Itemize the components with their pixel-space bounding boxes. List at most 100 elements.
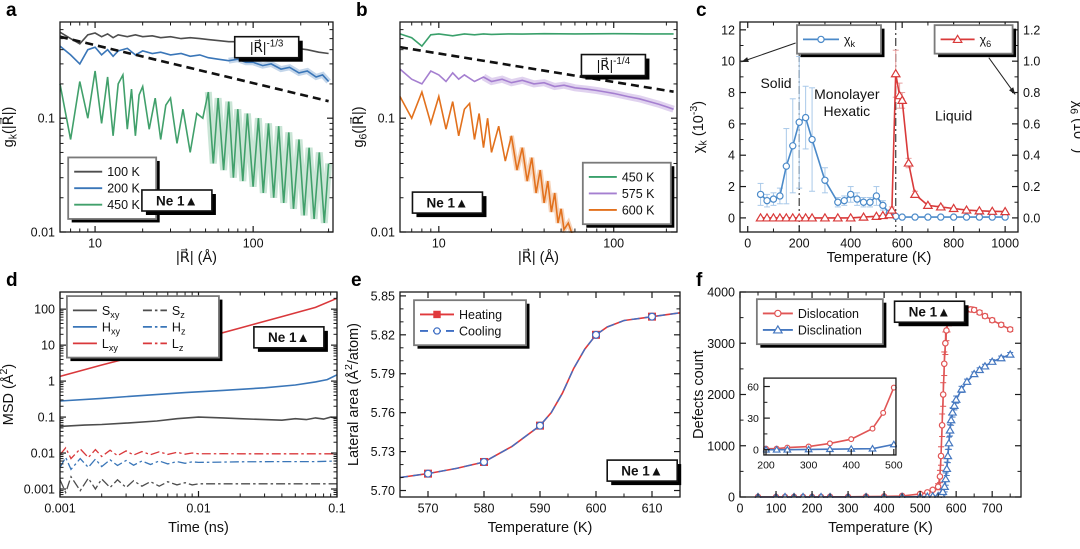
panel-c-letter: c [696,0,707,21]
svg-text:400: 400 [874,502,895,516]
svg-text:2: 2 [728,180,735,194]
panel-b: b 10 100 0.01 0.1 |R⃗| (Å) g6(|R⃗|) 450 K 575 K… [348,0,690,270]
svg-text:500: 500 [885,459,903,471]
svg-text:0.001: 0.001 [24,483,55,497]
svg-text:0: 0 [728,491,735,505]
svg-text:Monolayer: Monolayer [814,86,880,102]
svg-text:5.82: 5.82 [371,328,395,342]
svg-text:1: 1 [48,375,55,389]
svg-text:570: 570 [418,502,439,516]
svg-text:610: 610 [642,502,663,516]
panel-d-chart-canvas: 0.001 0.01 0.1 0.001 0.01 0.1 1 10 100 Time (ns) M… [0,270,358,549]
svg-text:1000: 1000 [991,237,1019,251]
svg-text:600: 600 [892,237,913,251]
svg-text:600: 600 [946,502,967,516]
panel-c-chart-canvas: 0 200 400 600 800 1000 0 2 4 6 8 10 12 0.0 0.2 0.4 0.6 0.… [688,0,1080,270]
svg-text:5.73: 5.73 [371,445,395,459]
svg-text:3000: 3000 [707,337,735,351]
panel-e-chart-canvas: 570 580 590 600 610 5.70 5.73 5.76 5.79 5.82 5.85 T… [343,270,690,549]
svg-text:10: 10 [721,55,735,69]
chart-panel-d: 0.001 0.01 0.1 0.001 0.01 0.1 1 10 100 Time (ns) M… [0,291,346,536]
svg-text:6: 6 [728,117,735,131]
panel-a: a 10 100 0.01 0.1 |R⃗| (Å) gk(|R⃗|) 100 K 200 K… [0,0,358,270]
svg-text:Dislocation: Dislocation [798,307,859,321]
svg-text:0.01: 0.01 [371,226,395,240]
svg-text:1.0: 1.0 [1023,55,1040,69]
svg-text:5.85: 5.85 [371,289,395,303]
svg-text:700: 700 [982,502,1003,516]
svg-text:|R⃗| (Å): |R⃗| (Å) [518,247,559,266]
panel-f: f 0 100 200 300 400 500 600 700 0 1000 2000 3000 400… [690,270,1080,549]
panel-d-letter: d [6,270,18,291]
panel-e-letter: e [351,270,362,291]
panel-c: c 0 200 400 600 800 1000 0 2 4 6 8 10 12 0.0 0.2 0.4 0.6… [688,0,1080,270]
svg-text:χ6 (10-4): χ6 (10-4) [1068,101,1080,154]
svg-text:0: 0 [744,237,751,251]
svg-text:0.1: 0.1 [328,502,345,516]
svg-text:Ne 1▲: Ne 1▲ [268,330,310,345]
svg-text:100: 100 [766,502,787,516]
svg-text:0.01: 0.01 [31,226,55,240]
svg-text:10: 10 [41,339,55,353]
svg-text:Time (ns): Time (ns) [168,520,229,536]
panel-d: d 0.001 0.01 0.1 0.001 0.01 0.1 1 10 100 Time (ns… [0,270,358,549]
svg-text:Hxy: Hxy [102,320,121,336]
svg-text:5.70: 5.70 [371,484,395,498]
svg-text:0.1: 0.1 [38,411,55,425]
svg-text:12: 12 [721,23,735,37]
svg-text:χk: χk [844,33,856,49]
svg-text:0.2: 0.2 [1023,180,1040,194]
svg-text:0.001: 0.001 [44,502,75,516]
svg-text:g6(|R⃗|): g6(|R⃗|) [350,106,369,147]
svg-text:|R⃗|-1/3: |R⃗|-1/3 [250,38,284,55]
svg-text:1000: 1000 [707,439,735,453]
svg-text:4000: 4000 [707,286,735,300]
svg-text:590: 590 [530,502,551,516]
svg-text:200: 200 [802,502,823,516]
chart-panel-e: 570 580 590 600 610 5.70 5.73 5.76 5.79 5.82 5.85 T… [343,289,682,536]
svg-text:200 K: 200 K [107,182,140,196]
svg-text:Sxy: Sxy [102,304,120,320]
svg-text:200: 200 [757,459,775,471]
svg-text:Liquid: Liquid [935,108,972,124]
chart-panel-a: 10 100 0.01 0.1 |R⃗| (Å) gk(|R⃗|) 100 K 200 K 45… [0,21,334,266]
svg-text:400: 400 [840,237,861,251]
svg-text:500: 500 [910,502,931,516]
svg-text:580: 580 [474,502,495,516]
svg-text:4: 4 [728,149,735,163]
svg-text:200: 200 [789,237,810,251]
svg-text:5.79: 5.79 [371,367,395,381]
panel-f-letter: f [696,270,703,291]
svg-text:Defects count: Defects count [691,350,707,439]
svg-text:MSD (Å2): MSD (Å2) [0,364,17,425]
chart-panel-c: 0 200 400 600 800 1000 0 2 4 6 8 10 12 0.0 0.2 0.4 0.6 0.… [688,21,1080,266]
svg-text:Lz: Lz [172,337,184,353]
svg-text:Ne 1▲: Ne 1▲ [909,305,951,320]
svg-text:0: 0 [728,211,735,225]
panel-b-chart-canvas: 10 100 0.01 0.1 |R⃗| (Å) g6(|R⃗|) 450 K 575 K 60… [348,0,690,270]
svg-text:Temperature (K): Temperature (K) [828,520,933,536]
svg-text:Lateral area (Å2/atom): Lateral area (Å2/atom) [345,323,362,466]
svg-text:0: 0 [737,502,744,516]
svg-text:1.2: 1.2 [1023,23,1040,37]
svg-text:400: 400 [842,459,860,471]
svg-text:10: 10 [432,237,446,251]
panel-a-letter: a [6,0,17,21]
svg-text:Disclination: Disclination [798,323,862,337]
svg-text:0.6: 0.6 [1023,117,1040,131]
svg-text:30: 30 [747,413,759,425]
svg-text:χk (10-3): χk (10-3) [690,101,709,153]
svg-text:450 K: 450 K [107,198,140,212]
svg-text:8: 8 [728,86,735,100]
svg-text:100 K: 100 K [107,165,140,179]
panel-b-letter: b [356,0,368,21]
svg-text:Ne 1▲: Ne 1▲ [621,463,663,478]
svg-text:Hz: Hz [172,320,186,336]
svg-text:60: 60 [747,381,759,393]
svg-text:0.1: 0.1 [378,112,395,126]
svg-text:0.01: 0.01 [186,502,210,516]
svg-text:|R⃗|-1/4: |R⃗|-1/4 [597,56,631,73]
svg-text:0.8: 0.8 [1023,86,1040,100]
svg-text:300: 300 [800,459,818,471]
chart-panel-f: 0 100 200 300 400 500 600 70001000200030004000T… [691,286,1022,536]
